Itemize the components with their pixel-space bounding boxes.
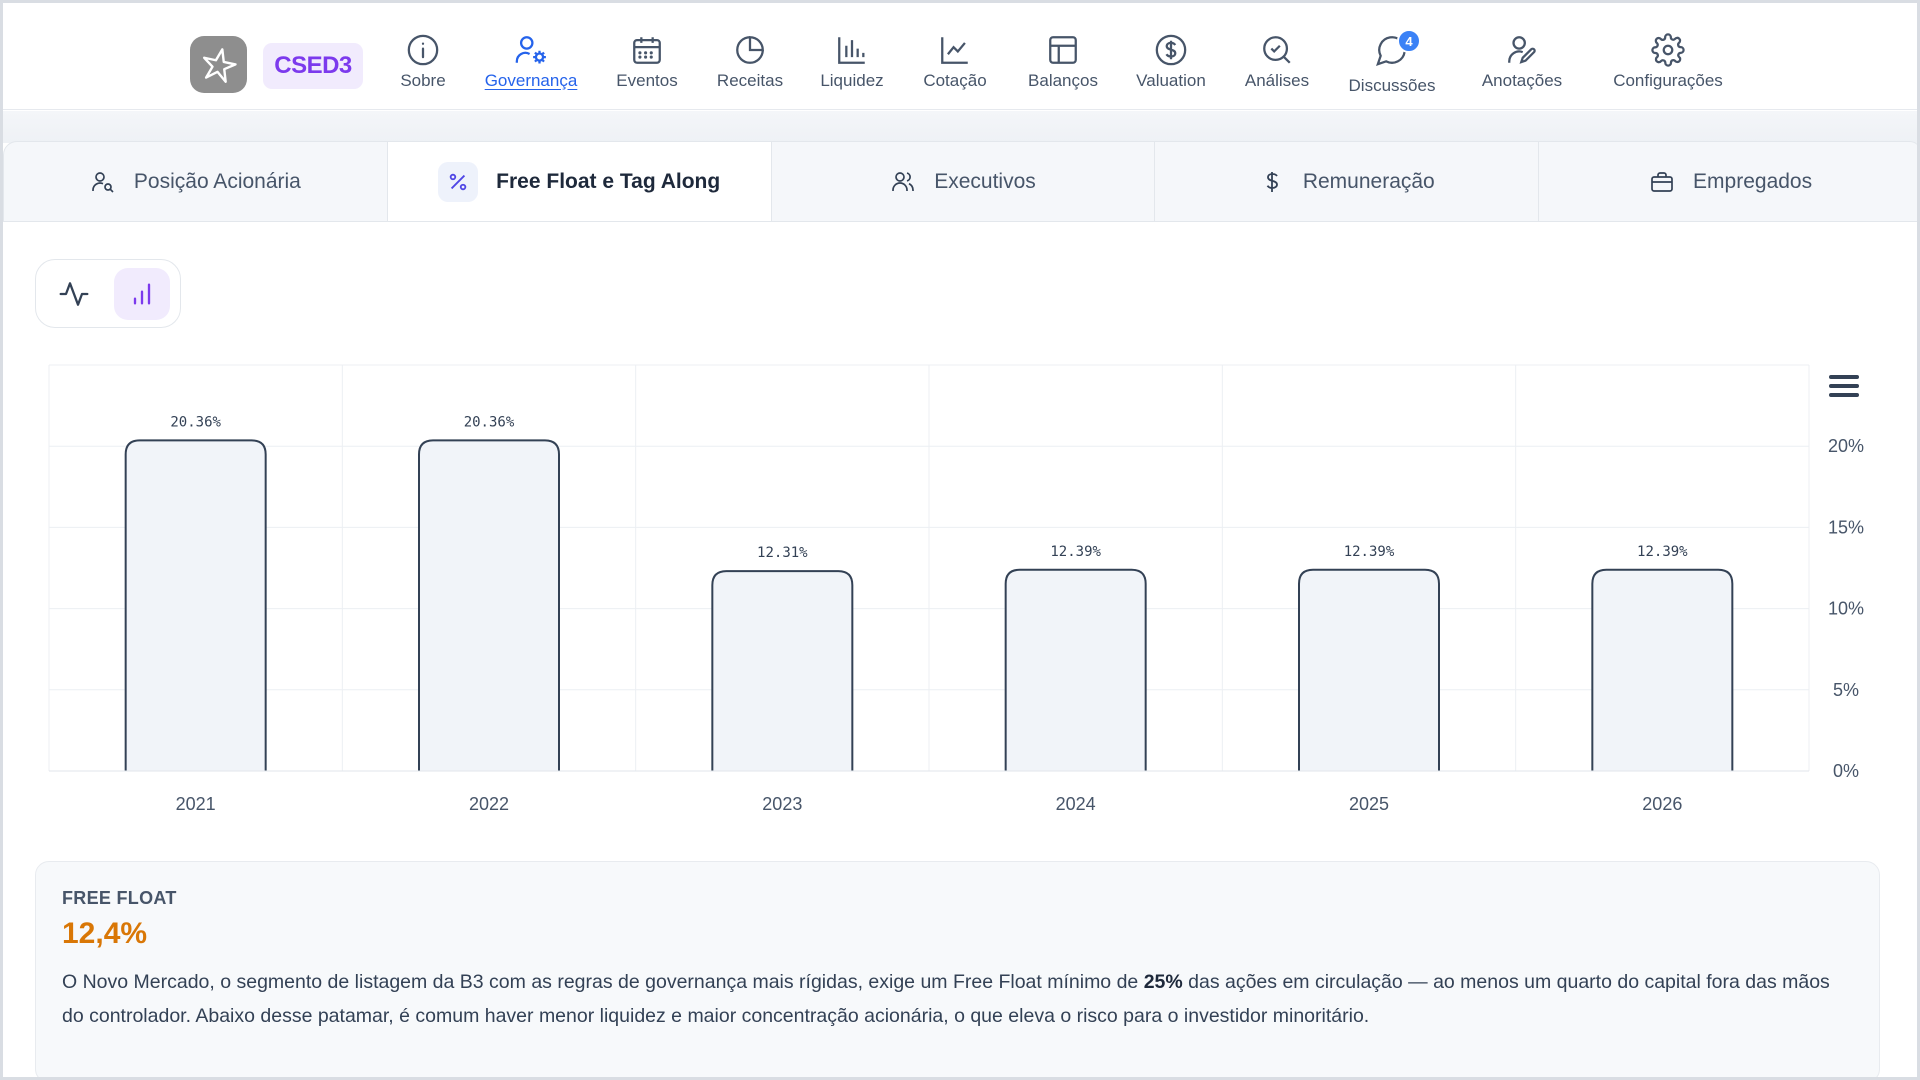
nav-item-eventos[interactable]: Eventos	[613, 33, 681, 99]
card-description: O Novo Mercado, o segmento de listagem d…	[62, 965, 1853, 1033]
briefcase-icon	[1649, 169, 1675, 195]
nav-item-liquidez[interactable]: Liquidez	[818, 33, 886, 99]
chart-type-toggle	[35, 259, 181, 328]
bar-data-label: 12.39%	[1050, 544, 1101, 560]
card-text-part1: O Novo Mercado, o segmento de listagem d…	[62, 971, 1144, 993]
bar-2021	[124, 439, 267, 771]
notification-badge: 4	[1397, 29, 1421, 53]
calendar-icon	[633, 37, 661, 64]
nav-label: Receitas	[716, 71, 784, 90]
bar-chart-toggle-button[interactable]	[114, 267, 170, 320]
x-tick-label: 2022	[469, 794, 509, 814]
user-pen-icon	[1508, 36, 1536, 64]
nav-label: Discussões	[1348, 76, 1436, 95]
free-float-bar-chart: 0% 5% 10% 15% 20% 20.36% 2021 20.36% 2022 12.31% 2…	[48, 364, 1864, 814]
free-float-value: 12,4%	[62, 917, 148, 950]
tab-label: Remuneração	[1302, 169, 1435, 193]
layout-icon	[1049, 36, 1077, 64]
bar-data-label: 12.31%	[757, 545, 808, 561]
bar-data-label: 12.39%	[1344, 544, 1395, 560]
bar-data-label: 12.39%	[1637, 544, 1688, 560]
gear-icon	[1651, 33, 1685, 67]
bar-2023	[711, 570, 854, 771]
nav-item-receitas[interactable]: Receitas	[714, 33, 786, 99]
nav-item-valuation[interactable]: Valuation	[1133, 33, 1209, 99]
nav-item-sobre[interactable]: Sobre	[398, 33, 448, 99]
nav-label: Governança	[484, 71, 578, 90]
tab-label: Empregados	[1693, 169, 1813, 193]
dollar-circle-icon	[1155, 34, 1187, 66]
top-navigation: CSED3 Sobre Governança Eventos Receitas …	[3, 3, 1917, 110]
tab-label: Executivos	[934, 169, 1036, 193]
tab-label: Posição Acionária	[133, 169, 301, 193]
user-gear-icon	[515, 36, 546, 64]
nav-label: Configurações	[1613, 71, 1723, 90]
y-tick-label: 10%	[1828, 599, 1864, 619]
card-text-part2: das ações em circulação — ao menos um qu…	[62, 971, 1830, 1027]
x-tick-label: 2021	[176, 794, 216, 814]
tab-empregados[interactable]: Empregados	[1539, 142, 1917, 221]
free-float-info-card: FREE FLOAT 12,4% O Novo Mercado, o segme…	[35, 861, 1880, 1077]
x-tick-label: 2025	[1349, 794, 1389, 814]
tab-executivos[interactable]: Executivos	[772, 142, 1156, 221]
line-chart-icon	[59, 281, 89, 306]
nav-label: Valuation	[1136, 71, 1206, 90]
card-text-bold: 25%	[1143, 971, 1183, 993]
nav-item-balancos[interactable]: Balanços	[1025, 33, 1101, 99]
y-tick-label: 20%	[1828, 436, 1864, 456]
info-icon	[407, 34, 439, 66]
user-search-icon	[90, 169, 116, 195]
star-logo-icon[interactable]	[190, 36, 247, 93]
nav-label: Anotações	[1481, 71, 1563, 90]
tab-remuneracao[interactable]: Remuneração	[1155, 142, 1540, 221]
nav-label: Eventos	[616, 71, 678, 90]
governance-subtabs: Posição Acionária Free Float e Tag Along…	[3, 141, 1917, 222]
bar-2025	[1298, 568, 1440, 771]
nav-item-anotacoes[interactable]: Anotações	[1477, 33, 1567, 99]
x-tick-label: 2024	[1056, 794, 1096, 814]
bar-data-label: 20.36%	[464, 414, 515, 430]
nav-item-governanca[interactable]: Governança	[481, 33, 581, 99]
chart-menu-icon[interactable]	[1829, 375, 1859, 397]
nav-item-configuracoes[interactable]: Configurações	[1606, 33, 1730, 99]
nav-label: Análises	[1244, 71, 1310, 90]
y-tick-label: 5%	[1833, 680, 1859, 700]
search-check-icon	[1263, 36, 1291, 64]
nav-item-cotacao[interactable]: Cotação	[920, 33, 990, 99]
tab-free-float-tag-along[interactable]: Free Float e Tag Along	[387, 142, 772, 221]
users-icon	[890, 169, 916, 195]
header-band	[3, 111, 1917, 143]
nav-label: Cotação	[923, 71, 987, 90]
percent-icon	[438, 161, 479, 202]
pie-chart-icon	[736, 36, 764, 64]
nav-label: Sobre	[400, 71, 446, 90]
dollar-icon	[1259, 169, 1285, 195]
bar-chart-icon	[133, 283, 151, 304]
nav-item-discussoes[interactable]: 4 Discussões	[1345, 29, 1439, 99]
nav-item-analises[interactable]: Análises	[1243, 33, 1311, 99]
x-tick-label: 2023	[762, 794, 802, 814]
line-chart-icon	[941, 37, 968, 64]
nav-label: Balanços	[1028, 71, 1098, 90]
line-chart-toggle-button[interactable]	[46, 268, 102, 320]
tab-label: Free Float e Tag Along	[496, 169, 721, 193]
bar-data-label: 20.36%	[170, 414, 221, 430]
tab-posicao-acionaria[interactable]: Posição Acionária	[4, 142, 388, 221]
x-tick-label: 2026	[1642, 794, 1682, 814]
nav-label: Liquidez	[820, 71, 884, 90]
bar-2022	[418, 439, 560, 771]
y-tick-label: 0%	[1833, 761, 1859, 781]
ticker-badge: CSED3	[263, 43, 363, 89]
y-tick-label: 15%	[1828, 517, 1864, 537]
card-label: FREE FLOAT	[62, 888, 177, 908]
bar-2024	[1004, 568, 1147, 771]
bar-2026	[1591, 568, 1734, 771]
bar-chart-icon	[838, 37, 865, 64]
